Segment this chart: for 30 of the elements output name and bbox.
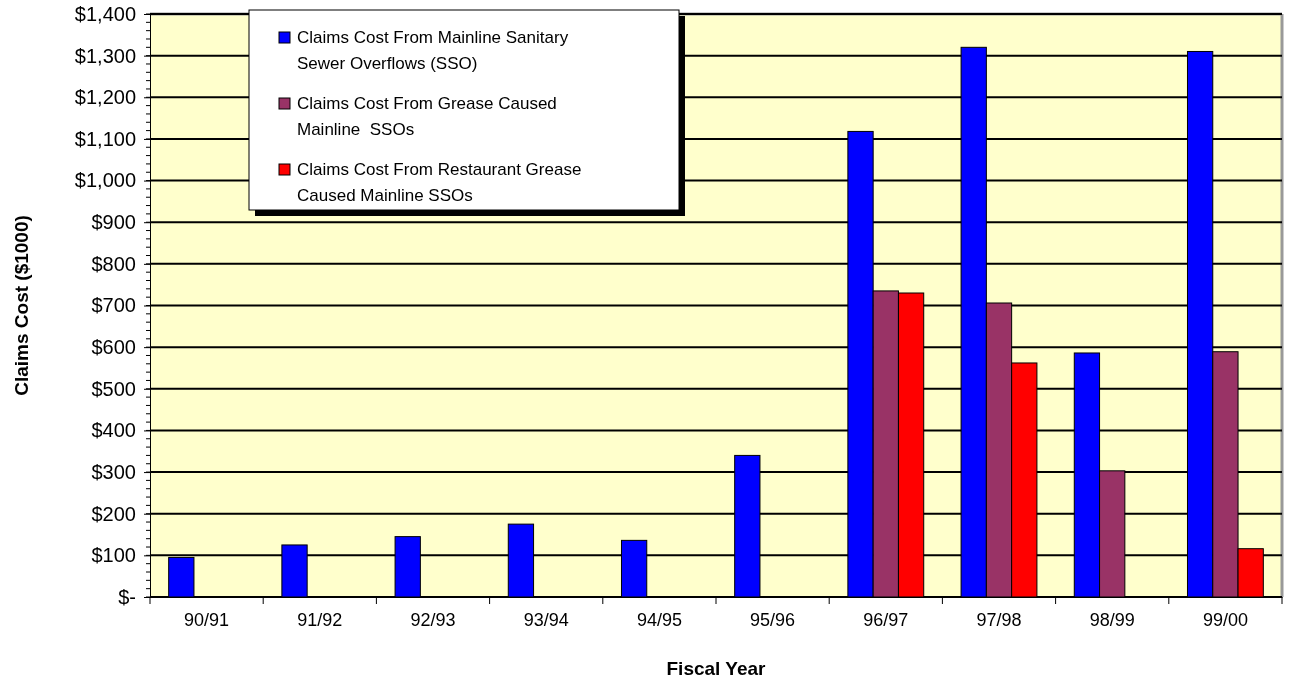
x-tick-label: 90/91 xyxy=(184,610,230,630)
y-tick-label: $800 xyxy=(91,252,136,275)
x-tick-label: 96/97 xyxy=(863,610,909,630)
legend-label: Claims Cost From Mainline Sanitary Sewer Overflows (SSO) xyxy=(297,28,569,73)
y-tick-label: $500 xyxy=(91,377,136,400)
y-tick-label: $1,000 xyxy=(74,169,136,192)
legend-label: Claims Cost From Restaurant Grease Caused Mainline SSOs xyxy=(297,160,582,205)
x-tick-label: 93/94 xyxy=(523,610,569,630)
y-tick-label: $100 xyxy=(91,544,136,567)
x-tick-label: 92/93 xyxy=(410,610,456,630)
x-tick-label: 99/00 xyxy=(1202,610,1248,630)
y-tick-label: $700 xyxy=(91,294,136,317)
x-tick-label: 98/99 xyxy=(1089,610,1135,630)
x-tick-label: 97/98 xyxy=(976,610,1022,630)
x-axis-title: Fiscal Year xyxy=(666,658,767,679)
y-tick-label: $400 xyxy=(91,419,136,442)
y-tick-label: $- xyxy=(118,585,136,608)
y-tick-label: $1,200 xyxy=(74,86,136,109)
y-tick-label: $900 xyxy=(91,211,136,234)
x-tick-label: 94/95 xyxy=(636,610,682,630)
y-axis-title: Claims Cost ($1000) xyxy=(11,215,32,396)
y-tick-label: $1,300 xyxy=(74,44,136,67)
y-tick-label: $1,100 xyxy=(74,127,136,150)
x-tick-label: 95/96 xyxy=(750,610,796,630)
y-tick-label: $300 xyxy=(91,460,136,483)
y-tick-label: $200 xyxy=(91,502,136,525)
y-tick-label: $600 xyxy=(91,336,136,359)
y-tick-label: $1,400 xyxy=(74,2,136,25)
x-tick-label: 91/92 xyxy=(297,610,343,630)
legend-label: Claims Cost From Grease Caused Mainline SSOs xyxy=(297,94,557,139)
